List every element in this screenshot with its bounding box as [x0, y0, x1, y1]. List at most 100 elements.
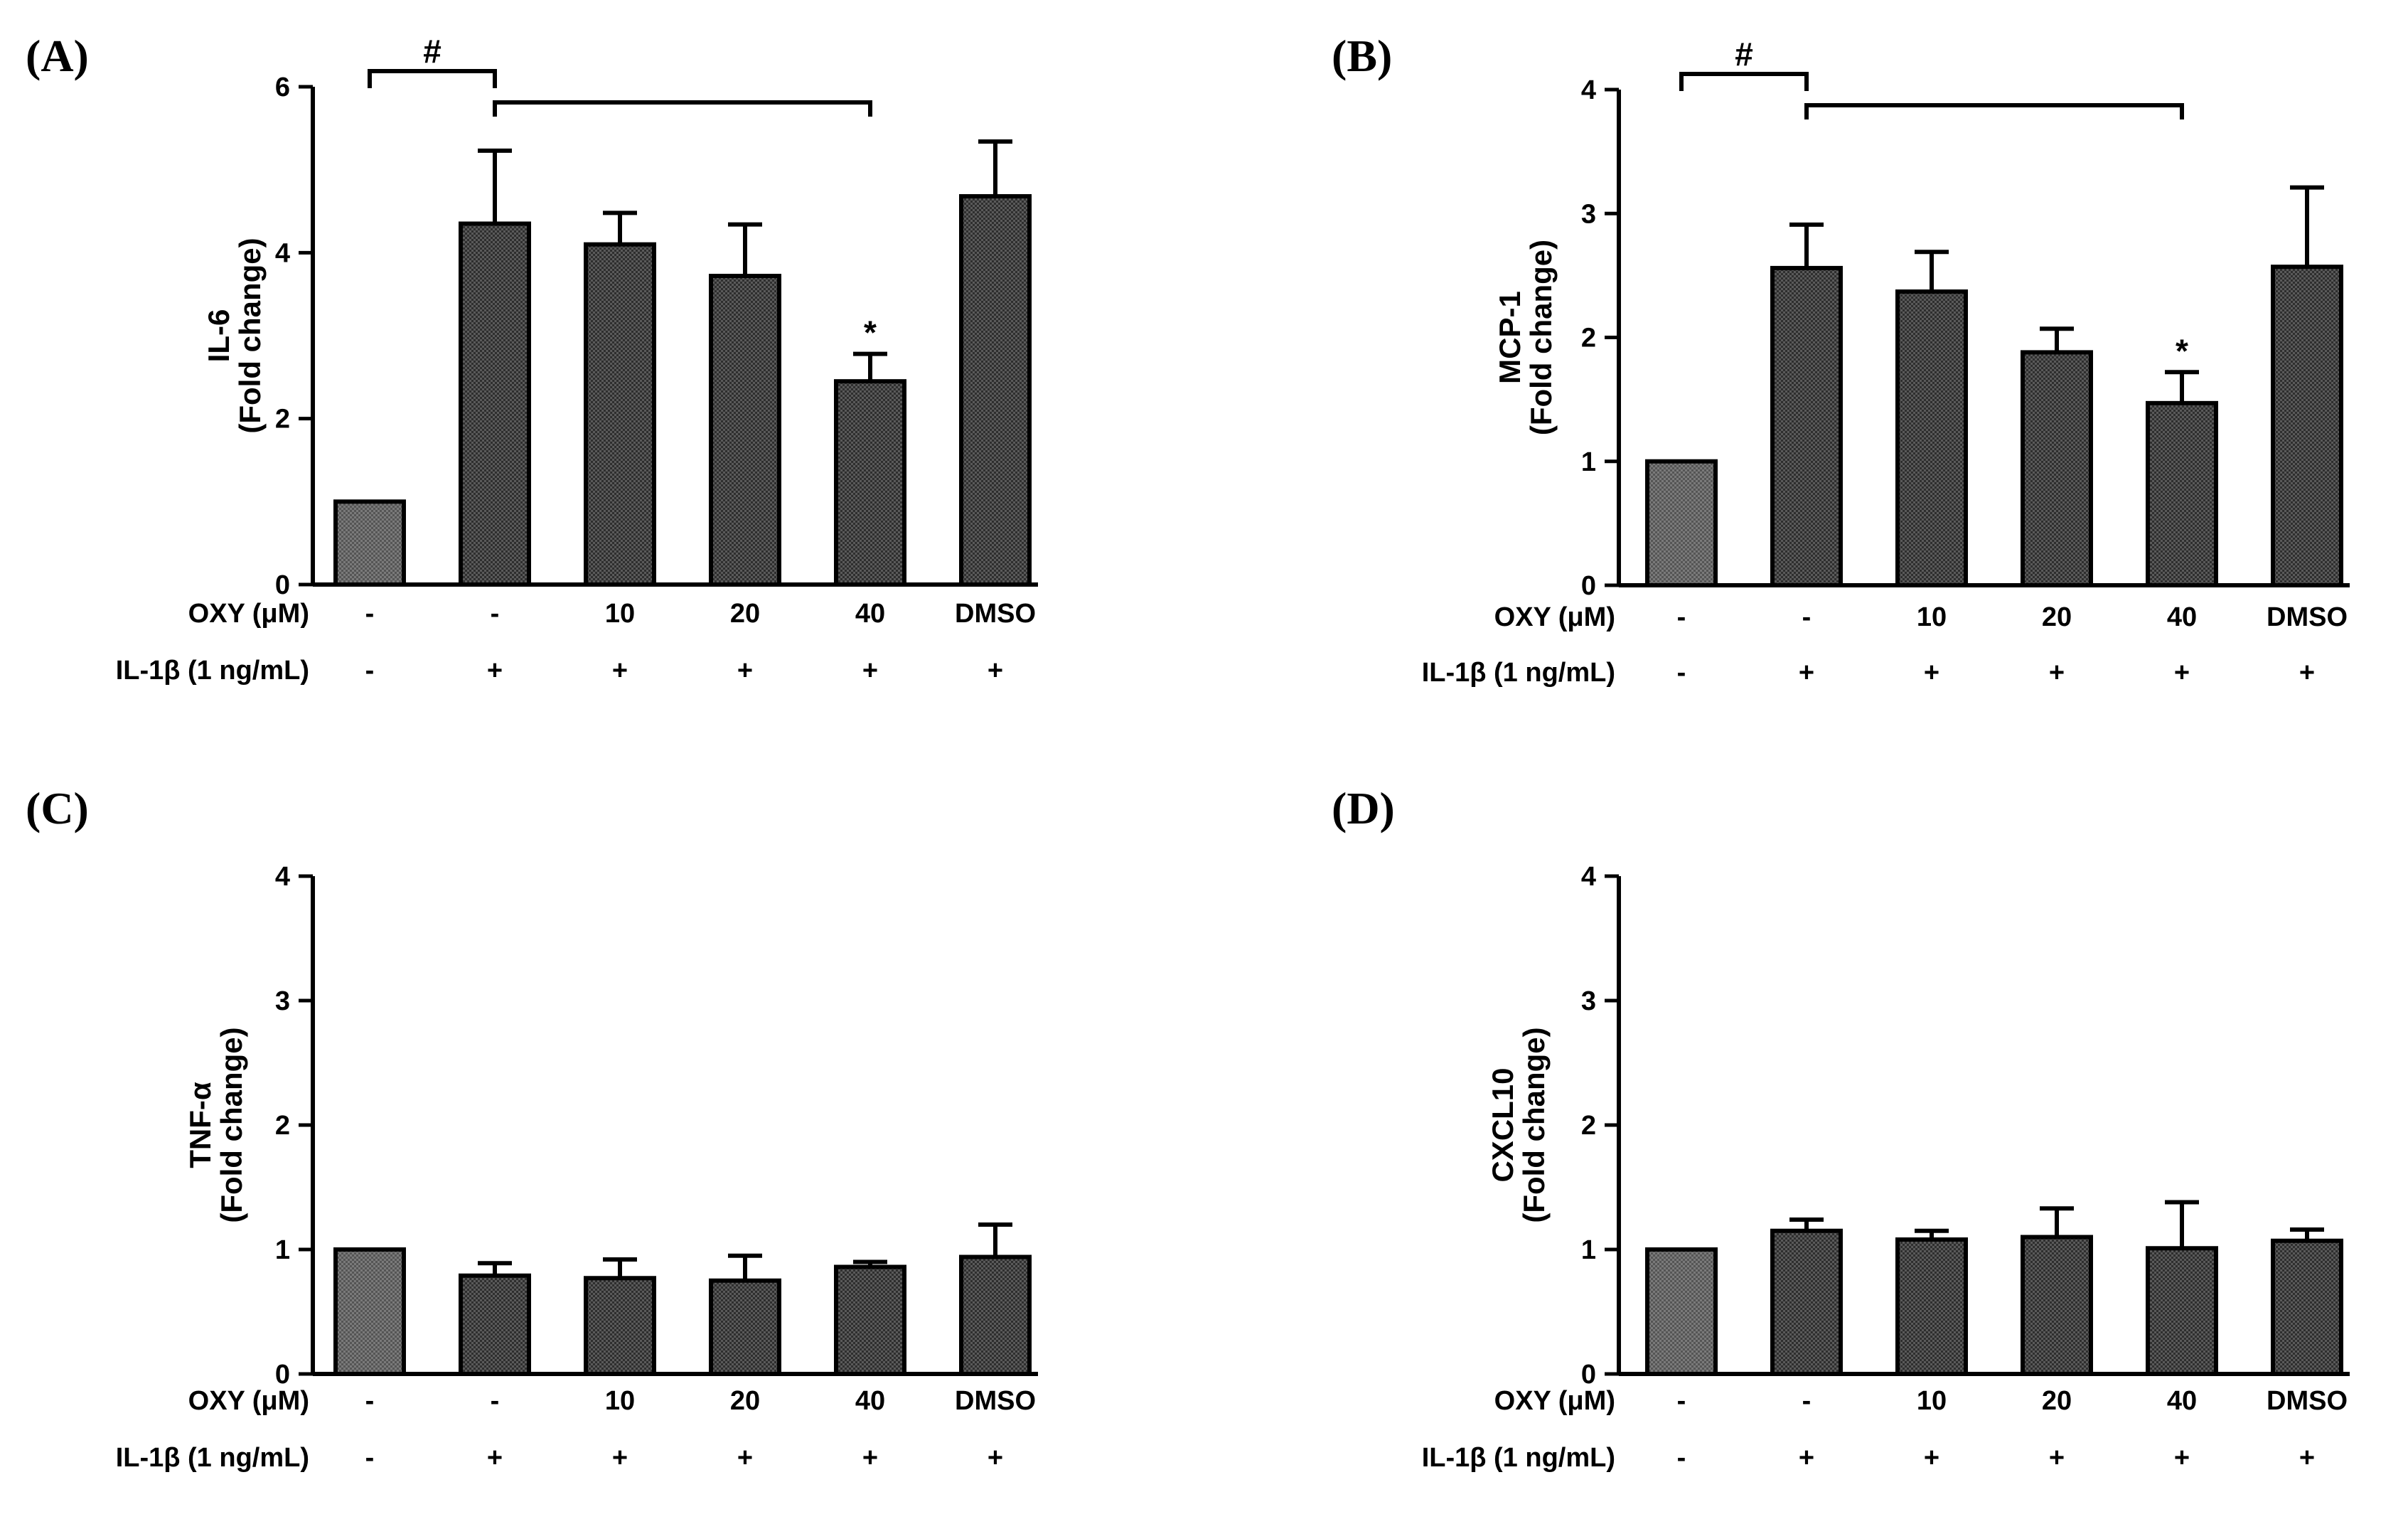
y-tick-label: 3 — [1581, 986, 1596, 1016]
y-tick-label: 4 — [1581, 862, 1596, 892]
y-axis-title-line1: MCP-1 — [1493, 291, 1526, 384]
comparison-bracket — [1804, 103, 2184, 119]
y-axis-title-line2: (Fold change) — [233, 238, 267, 433]
il1b-value: - — [365, 1443, 375, 1473]
y-tick-label: 4 — [275, 238, 290, 268]
bar — [2021, 350, 2093, 587]
il1b-row-label: IL-1β (1 ng/mL) — [116, 1443, 309, 1473]
oxy-value: 40 — [855, 1386, 885, 1416]
hash-symbol: # — [1735, 36, 1753, 73]
bar — [709, 274, 781, 587]
y-tick-label: 2 — [275, 405, 290, 435]
oxy-value: - — [1677, 602, 1686, 632]
hash-bracket — [1679, 72, 1809, 91]
bar — [2271, 265, 2343, 587]
y-tick-label: 4 — [275, 862, 290, 892]
bar — [584, 242, 656, 587]
oxy-value: - — [365, 599, 375, 629]
il1b-value: - — [1677, 658, 1686, 688]
significance-star: * — [864, 314, 877, 351]
bar — [959, 194, 1032, 587]
il1b-row-label: IL-1β (1 ng/mL) — [1422, 658, 1615, 688]
oxy-value: 40 — [855, 599, 885, 629]
oxy-value: 10 — [1917, 1386, 1947, 1416]
il1b-value: + — [1924, 1443, 1939, 1473]
chart-cxcl10: 0 1 2 3 4 CXCL10(Fold change) OXY (μM) IL-1β (1… — [1422, 862, 2350, 1473]
y-tick-label: 2 — [275, 1111, 290, 1141]
il1b-value: + — [487, 1443, 503, 1473]
oxy-value: DMSO — [2267, 602, 2348, 632]
panel-d: (D) 0 1 2 3 4 CXCL10(Fold change) OXY (μM) IL-1… — [1332, 783, 2350, 1473]
y-axis-title-line2: (Fold change) — [1524, 240, 1558, 435]
hash-bracket — [368, 69, 497, 88]
bar — [1895, 289, 1968, 587]
bar — [1770, 1228, 1843, 1376]
oxy-value: DMSO — [2267, 1386, 2348, 1416]
il1b-value: + — [487, 656, 503, 686]
oxy-row-label: OXY (μM) — [1494, 1386, 1615, 1416]
y-axis-title-line1: IL-6 — [202, 309, 235, 363]
comparison-bracket — [493, 100, 872, 117]
bar — [709, 1278, 781, 1376]
il1b-row-label: IL-1β (1 ng/mL) — [116, 656, 309, 686]
il1b-value: + — [2049, 658, 2065, 688]
bar — [584, 1276, 656, 1376]
bar — [333, 499, 406, 587]
oxy-row-label: OXY (μM) — [1494, 602, 1615, 632]
y-tick-label: 1 — [275, 1235, 290, 1265]
chart-mcp1: 0 1 2 3 4 MCP-1(Fold change) * # OXY (μM) IL-1β (… — [1422, 36, 2350, 688]
oxy-value: 20 — [2042, 602, 2072, 632]
il1b-value: + — [2299, 1443, 2315, 1473]
y-tick-label: 0 — [275, 1360, 290, 1390]
y-tick-label: 6 — [275, 73, 290, 102]
il1b-value: - — [1677, 1443, 1686, 1473]
oxy-value: - — [1677, 1386, 1686, 1416]
bar — [459, 221, 531, 587]
bar — [959, 1254, 1032, 1376]
y-tick-label: 0 — [275, 570, 290, 600]
y-tick-label: 0 — [1581, 571, 1596, 601]
il1b-value: + — [612, 1443, 628, 1473]
oxy-value: 20 — [2042, 1386, 2072, 1416]
bar — [1895, 1237, 1968, 1376]
bar — [834, 379, 906, 587]
bar — [333, 1247, 406, 1376]
panel-c: (C) 0 1 2 3 4 TNF-α(Fold change) OXY (μM) IL-1β… — [26, 783, 1038, 1473]
panel-label: (C) — [26, 783, 89, 833]
chart-il6: 0 2 4 6 IL-6(Fold change) * # OXY (μM) IL-1β (1 … — [116, 33, 1038, 686]
y-axis-title-line2: (Fold change) — [215, 1027, 248, 1222]
y-tick-label: 2 — [1581, 1111, 1596, 1141]
oxy-value: 40 — [2167, 602, 2197, 632]
panel-label: (D) — [1332, 783, 1395, 833]
il1b-value: + — [1799, 658, 1814, 688]
il1b-value: + — [2174, 1443, 2190, 1473]
significance-star: * — [2176, 332, 2188, 369]
y-axis-title-line1: TNF-α — [183, 1082, 217, 1168]
oxy-value: 20 — [730, 599, 760, 629]
panel-label: (B) — [1332, 31, 1392, 81]
il1b-value: + — [862, 1443, 878, 1473]
oxy-value: 10 — [1917, 602, 1947, 632]
il1b-value: - — [365, 656, 375, 686]
bar — [459, 1273, 531, 1376]
il1b-value: + — [612, 656, 628, 686]
y-tick-label: 0 — [1581, 1360, 1596, 1390]
il1b-value: + — [2299, 658, 2315, 688]
oxy-value: - — [491, 1386, 500, 1416]
il1b-value: + — [2174, 658, 2190, 688]
bar — [834, 1264, 906, 1376]
y-axis-title-line1: CXCL10 — [1486, 1067, 1519, 1182]
bar — [1645, 1247, 1718, 1376]
panel-a: (A) 0 2 4 6 IL-6(Fold change) * # OXY (μM) IL-1β… — [26, 31, 1038, 686]
il1b-row-label: IL-1β (1 ng/mL) — [1422, 1443, 1615, 1473]
bar — [2021, 1235, 2093, 1376]
oxy-value: - — [365, 1386, 375, 1416]
oxy-value: 40 — [2167, 1386, 2197, 1416]
bar — [2146, 400, 2218, 587]
y-tick-label: 1 — [1581, 1235, 1596, 1265]
oxy-value: - — [1802, 602, 1812, 632]
il1b-value: + — [988, 656, 1003, 686]
bar — [1770, 265, 1843, 587]
y-axis-title-line2: (Fold change) — [1517, 1027, 1551, 1222]
